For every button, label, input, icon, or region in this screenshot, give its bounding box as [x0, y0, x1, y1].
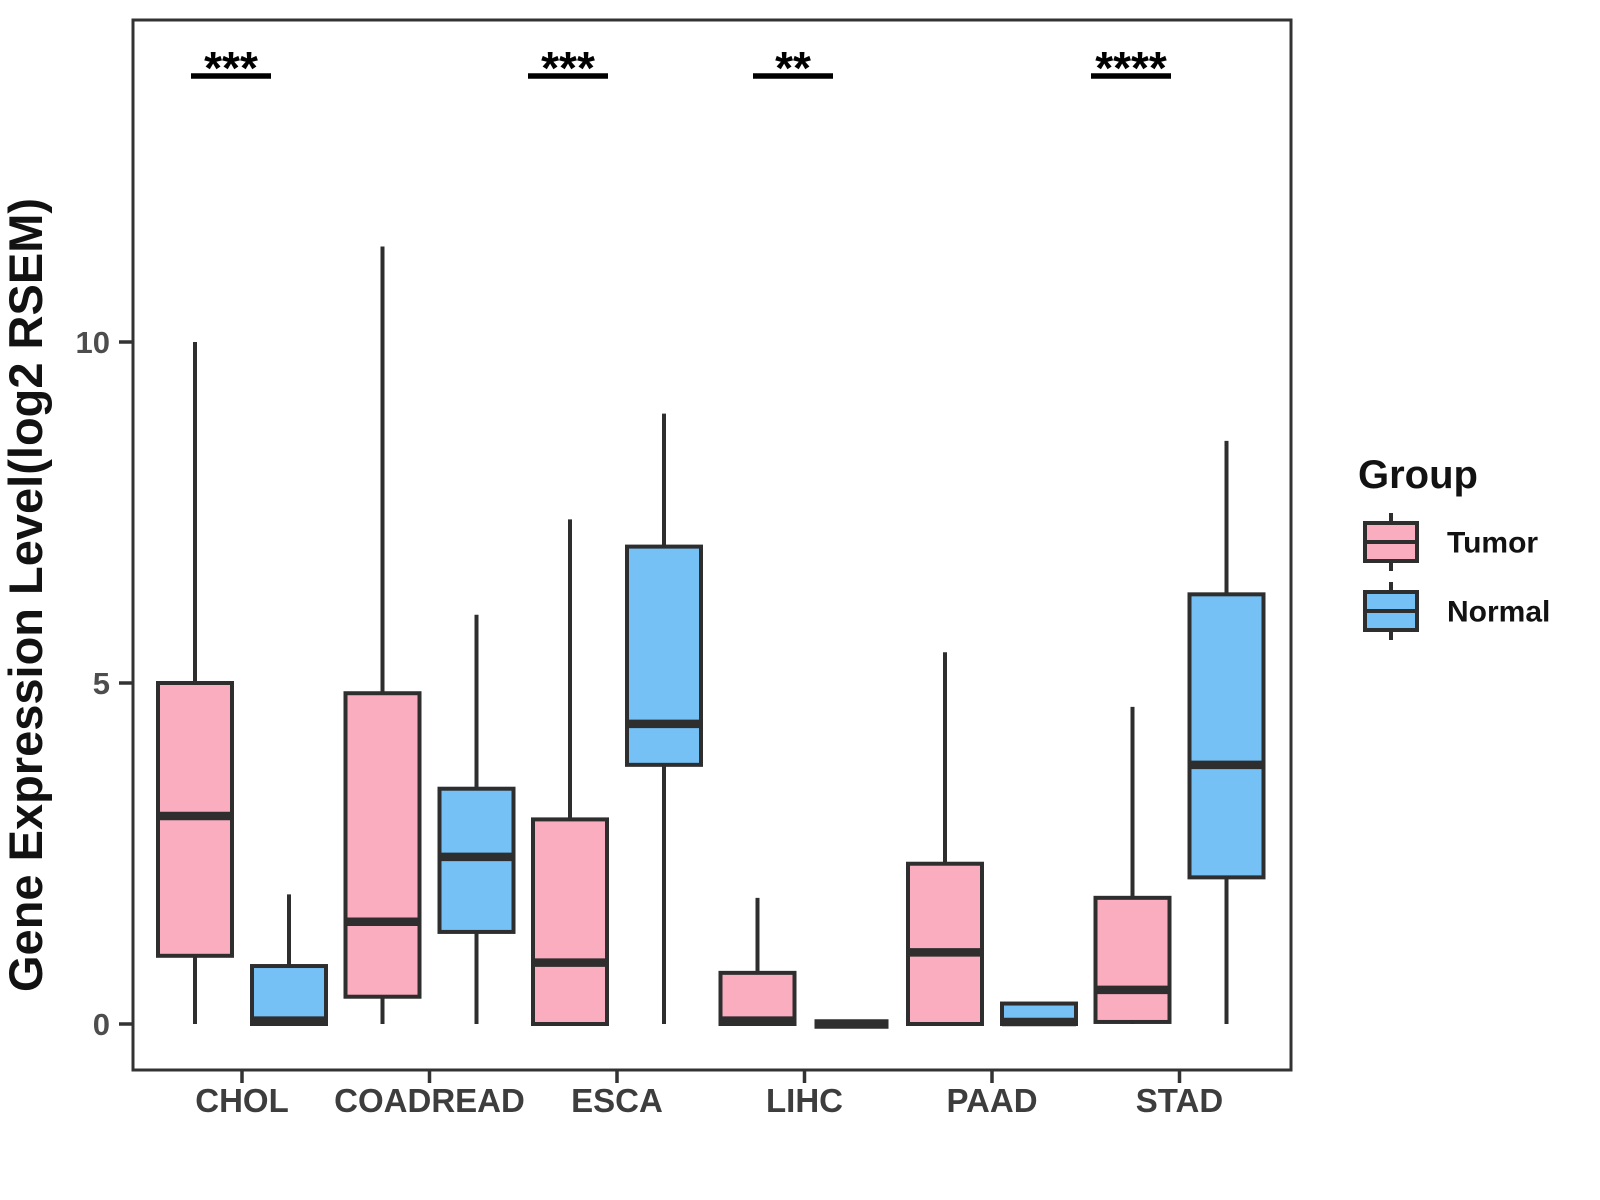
box-ESCA-Normal: [625, 413, 703, 1024]
x-tick-label-LIHC: LIHC: [766, 1082, 843, 1119]
box-CHOL-Tumor: [156, 342, 234, 1024]
significance-stars: ****: [1095, 42, 1167, 94]
x-tick-label-ESCA: ESCA: [571, 1082, 663, 1119]
plot-panel-border: [131, 18, 1293, 1072]
significance-STAD: ****: [1091, 42, 1171, 94]
box-ESCA-Tumor: [531, 519, 609, 1027]
iqr-box: [1093, 895, 1172, 1024]
x-tick-label-CHOL: CHOL: [195, 1082, 289, 1119]
iqr-box: [625, 544, 703, 767]
iqr-box: [1187, 592, 1266, 880]
box-LIHC-Tumor: [718, 897, 797, 1026]
x-axis: CHOL COADREAD ESCA LIHC PAAD STAD: [195, 1070, 1223, 1119]
iqr-box: [343, 691, 422, 999]
boxes-layer: [156, 246, 1266, 1029]
iqr-box: [250, 964, 328, 1027]
y-axis-title: Gene Expression Level(log2 RSEM): [0, 198, 52, 992]
significance-CHOL: ***: [191, 42, 271, 94]
legend-entry-label: Tumor: [1447, 527, 1538, 560]
significance-stars: **: [775, 42, 811, 94]
significance-stars: ***: [541, 42, 595, 94]
iqr-box: [531, 817, 609, 1027]
box-PAAD-Normal: [1000, 1001, 1078, 1027]
iqr-box: [906, 861, 984, 1026]
box-CHOL-Normal: [250, 894, 328, 1027]
y-tick-label-0: 0: [93, 1007, 110, 1042]
y-tick-label-10: 10: [76, 325, 110, 360]
legend-entries: Tumor Normal: [1363, 513, 1550, 640]
y-axis: 0 5 10: [76, 325, 133, 1042]
iqr-box: [718, 970, 797, 1026]
significance-ESCA: ***: [528, 42, 608, 94]
y-tick-label-5: 5: [93, 666, 110, 701]
box-STAD-Tumor: [1093, 706, 1172, 1024]
box-COADREAD-Normal: [437, 614, 516, 1024]
legend-entry-normal: Normal: [1363, 582, 1550, 640]
box-STAD-Normal: [1187, 440, 1266, 1024]
significance-layer: *** *** ** ****: [191, 42, 1171, 94]
significance-stars: ***: [204, 42, 258, 94]
legend-entry-tumor: Tumor: [1363, 513, 1538, 571]
legend-entry-label: Normal: [1447, 596, 1550, 629]
x-tick-label-STAD: STAD: [1136, 1082, 1223, 1119]
legend: Group Tumor Normal: [1358, 453, 1550, 640]
significance-LIHC: **: [753, 42, 833, 94]
x-tick-label-COADREAD: COADREAD: [334, 1082, 525, 1119]
x-tick-label-PAAD: PAAD: [946, 1082, 1037, 1119]
box-COADREAD-Tumor: [343, 246, 422, 1024]
legend-title: Group: [1358, 453, 1478, 497]
box-PAAD-Tumor: [906, 652, 984, 1026]
